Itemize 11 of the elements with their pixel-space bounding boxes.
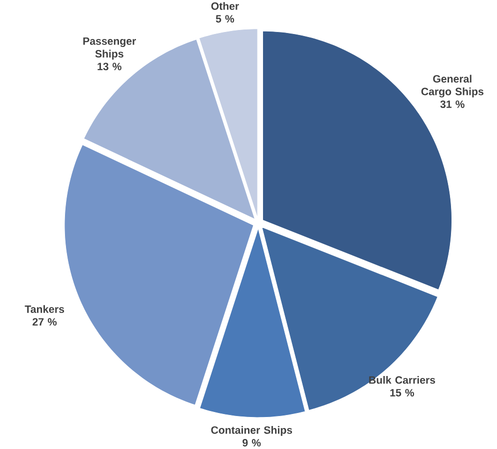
data-label: 15 %	[390, 389, 414, 397]
data-label: 9 %	[242, 439, 261, 447]
data-label: 13 %	[98, 62, 122, 70]
slice-label: General Cargo Ships	[421, 74, 484, 98]
data-label: 31 %	[440, 100, 464, 108]
slice-label: Passenger Ships	[83, 38, 136, 60]
data-label: 5 %	[216, 15, 234, 23]
slice-label: Tankers	[24, 305, 64, 314]
slice-label: Other	[211, 2, 239, 10]
slice-label: Container Ships	[211, 426, 292, 436]
data-label: 27 %	[32, 318, 57, 326]
